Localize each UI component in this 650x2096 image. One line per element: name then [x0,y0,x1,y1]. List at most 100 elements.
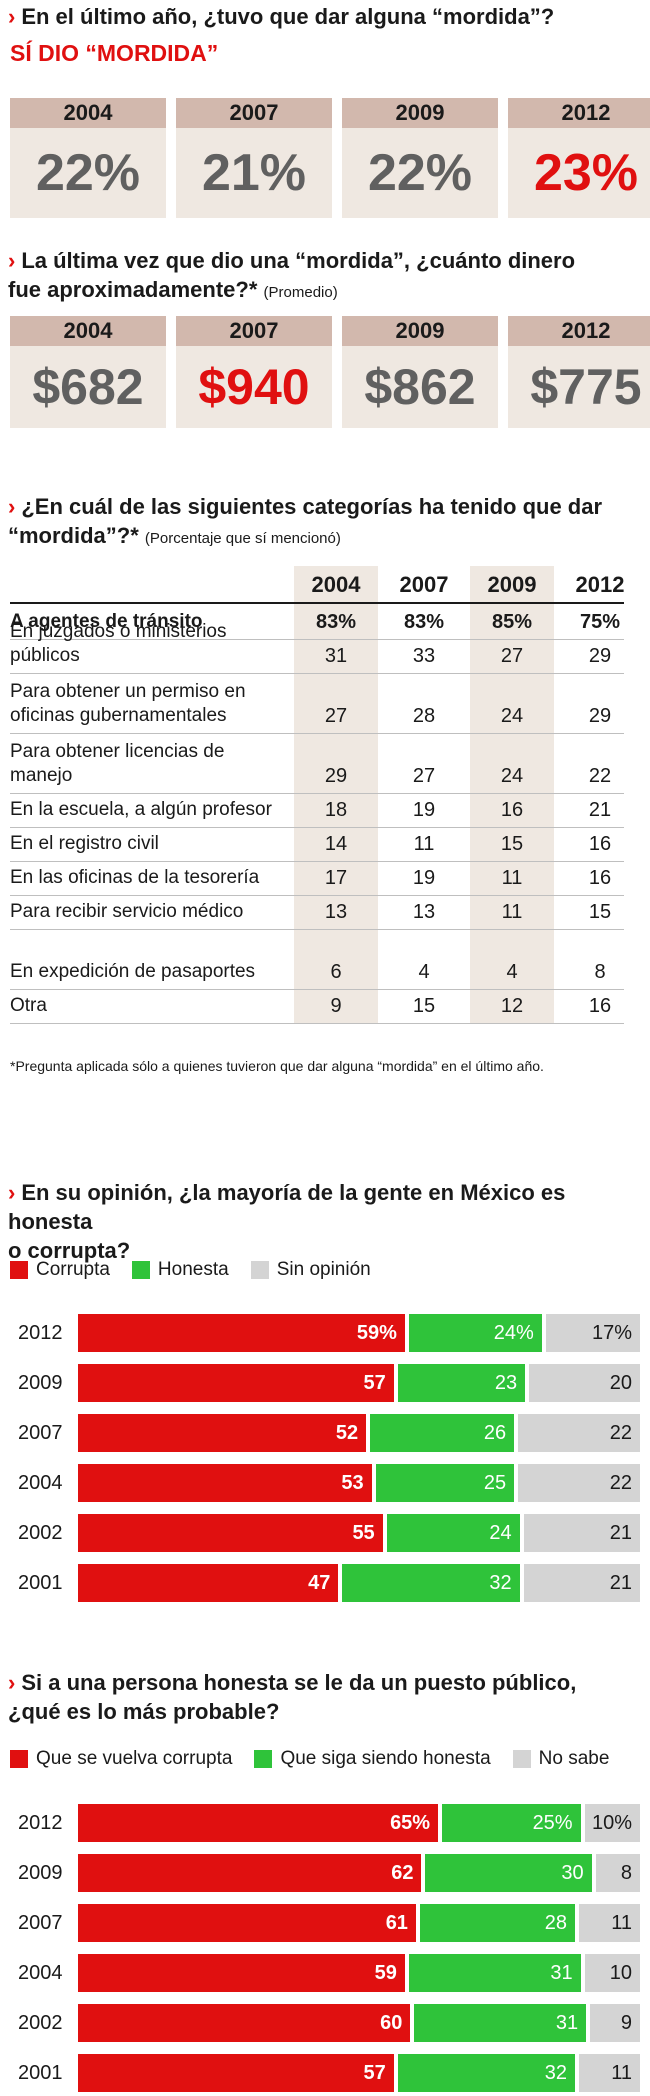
bar-year-label: 2004 [18,1472,63,1494]
bar-segment-a: 60 [78,2004,411,2042]
q3-line2: “mordida”?* [8,523,139,548]
q5-legend: Que se vuelva corrupta Que siga siendo h… [10,1746,631,1772]
table-cell: 27 [324,705,348,727]
bar-year-label: 2002 [18,2012,63,2034]
q5-question: › Si a una persona honesta se le da un pu… [8,1668,576,1726]
table-cell: 27 [412,765,436,787]
bar-segment-a: 55 [78,1514,383,1552]
bar-row-2007: 2007 61 28 11 [0,1904,650,1942]
table-cell: 15 [588,901,612,923]
q2-line1: La última vez que dio una “mordida”, ¿cu… [21,248,576,273]
q3-question: › ¿En cuál de las siguientes categorías h… [8,492,602,553]
legend-label: Que siga siendo honesta [280,1748,491,1769]
bar-segment-c: 22 [518,1414,640,1452]
bar-segment-c: 22 [518,1464,640,1502]
arrow-icon: › [8,1180,16,1205]
card-year: 2009 [342,98,498,128]
bar-segment-c: 17% [545,1314,640,1352]
bar-segment-c: 20 [529,1364,640,1402]
bar-segment-c: 11 [579,1904,640,1942]
legend-swatch-sin-opinion [250,1261,269,1279]
card-year: 2012 [508,98,650,128]
table-cell: 16 [588,867,612,889]
q2-note: (Promedio) [263,284,338,301]
table-cell: 83% [403,611,445,633]
table-row: Otra 9 15 12 16 [0,990,650,1024]
table-row-divider [10,793,624,794]
card-value: 22% [342,128,498,218]
bar-segment-a: 47 [78,1564,339,1602]
table-cell: 16 [588,995,612,1017]
bar-segment-b: 24% [408,1314,542,1352]
table-cell: 28 [412,705,436,727]
bar-row-2001: 2001 47 32 21 [0,1564,650,1602]
bar-row-2009: 2009 62 30 8 [0,1854,650,1892]
arrow-icon: › [8,1670,16,1695]
table-header-year: 2007 [399,572,449,597]
table-row-divider [10,673,624,674]
table-row: En las oficinas de la tesorería 17 19 11 16 [0,862,650,896]
table-cell: 21 [588,799,612,821]
legend-swatch-honesta [131,1261,150,1279]
table-cell: 11 [501,867,523,889]
bar-segment-a: 57 [78,2054,394,2092]
table-cell: 18 [324,799,348,821]
table-column-shade [294,566,378,1024]
bar-segment-a: 59 [78,1954,405,1992]
card-value: 22% [10,128,166,218]
table-row: En expedición de pasaportes 6 4 4 8 [0,930,650,990]
table-row-label: Para recibir servicio médico [10,901,244,922]
q4-line1: En su opinión, ¿la mayoría de la gente e… [8,1180,566,1234]
table-row-label: Para obtener licencias de manejo [10,741,225,786]
table-row-label: Otra [10,995,47,1016]
bar-segment-b: 31 [408,1954,581,1992]
table-cell: 11 [413,833,435,855]
table-cell: 19 [412,799,436,821]
bar-row-2002: 2002 60 31 9 [0,2004,650,2042]
card-value: $862 [342,346,498,428]
bar-segment-a: 65% [78,1804,439,1842]
bar-year-label: 2004 [18,1962,63,1984]
legend-label: Honesta [157,1259,229,1280]
table-row-label: Para obtener un permiso en oficinas gube… [10,681,246,726]
bar-year-label: 2009 [18,1862,63,1884]
card-year: 2012 [508,316,650,346]
bar-segment-c: 21 [523,1514,640,1552]
bar-year-label: 2001 [18,2062,63,2084]
table-row: Para recibir servicio médico 13 13 11 15 [0,896,650,930]
bar-year-label: 2009 [18,1372,63,1394]
legend-swatch-no-sabe [512,1750,531,1768]
table-cell: 4 [506,961,518,983]
bar-row-2007: 2007 52 26 22 [0,1414,650,1452]
legend-label: Corrupta [36,1259,110,1280]
table-cell: 29 [588,705,612,727]
q2-card-2012: 2012 $775 [508,316,650,428]
bar-year-label: 2002 [18,1522,63,1544]
table-header-year: 2009 [487,572,537,597]
table-row-label: En expedición de pasaportes [10,961,256,982]
legend-label: No sabe [538,1748,610,1769]
table-row-label: En el registro civil [10,833,159,854]
bar-segment-b: 26 [370,1414,515,1452]
bar-segment-c: 8 [595,1854,640,1892]
table-row-label: En las oficinas de la tesorería [10,867,260,888]
table-cell: 83% [315,611,357,633]
table-cell: 13 [324,901,348,923]
q1-subhead: SÍ DIO “MORDIDA” [10,40,219,66]
q2-card-2004: 2004 $682 [10,316,166,428]
table-cell: 16 [588,833,612,855]
table-cell: 85% [491,611,533,633]
q4-legend: Corrupta Honesta Sin opinión [10,1257,393,1283]
table-row-divider [10,989,624,990]
table-cell: 24 [500,705,524,727]
bar-segment-c: 21 [523,1564,640,1602]
table-row-divider [10,895,624,896]
table-row: A agentes de tránsito 83% 83% 85% 75% [0,606,650,640]
table-row-label: En la escuela, a algún profesor [10,799,272,820]
card-year: 2007 [176,98,332,128]
legend-swatch-honesta [254,1750,273,1768]
legend-swatch-corrupta [10,1261,28,1279]
table-row: En el registro civil 14 11 15 16 [0,828,650,862]
q3-line1: ¿En cuál de las siguientes categorías ha… [21,494,603,519]
table-cell: 33 [412,645,436,667]
